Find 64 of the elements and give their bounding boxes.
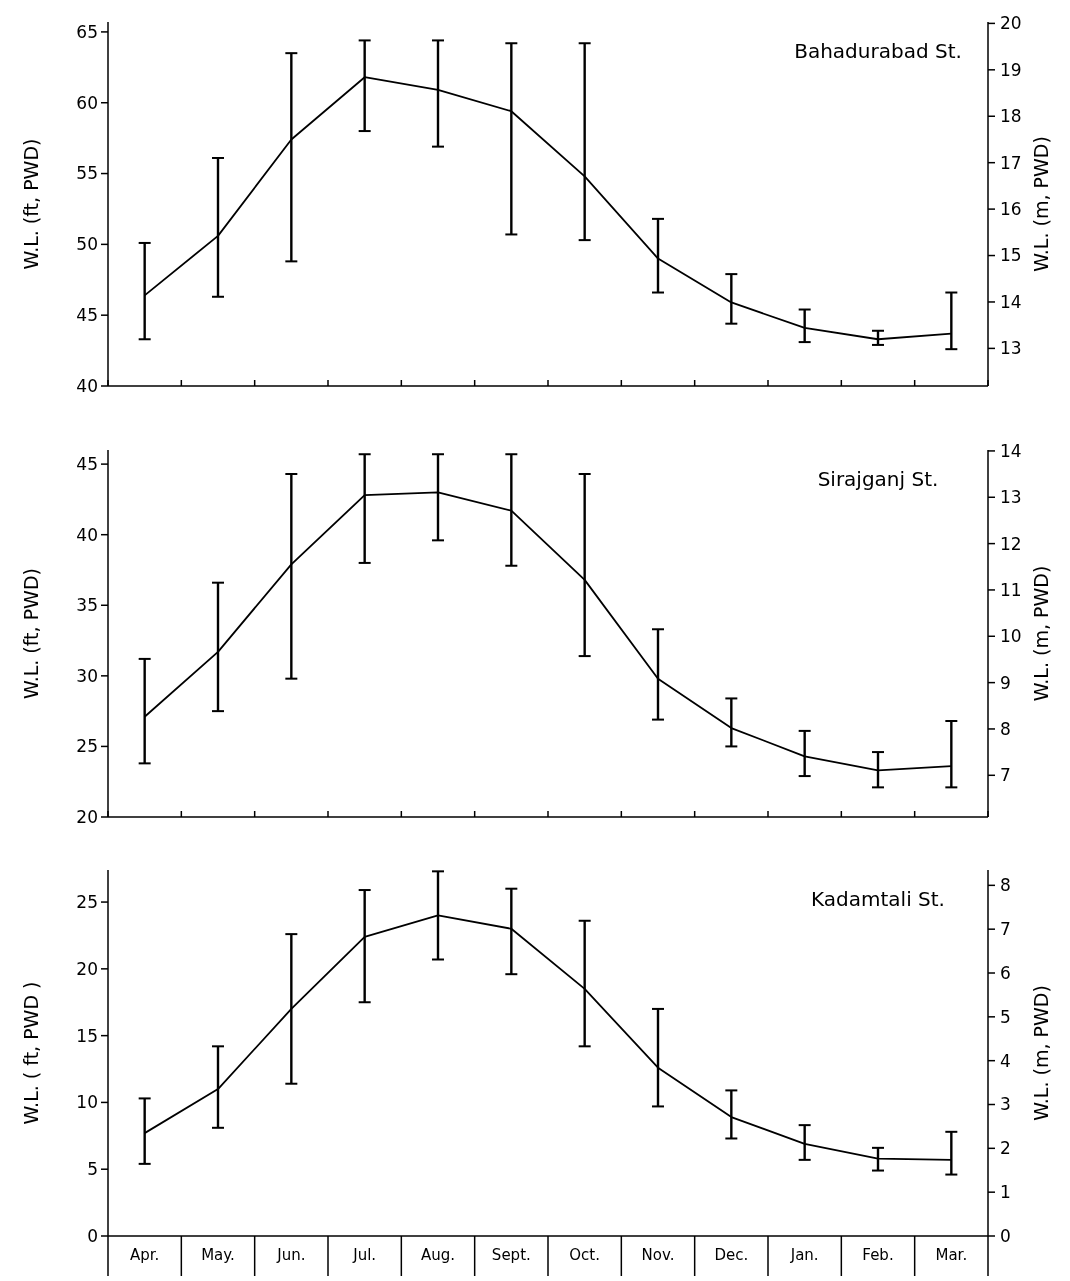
y2-tick-label: 15 bbox=[1000, 245, 1022, 266]
y2-tick-label: 2 bbox=[1000, 1138, 1011, 1159]
y2-tick-label: 12 bbox=[1000, 533, 1022, 554]
y2-tick-label: 8 bbox=[1000, 875, 1011, 896]
y-tick-label: 45 bbox=[76, 305, 98, 326]
x-tick-label: Oct. bbox=[569, 1246, 601, 1264]
y-tick-label: 55 bbox=[76, 163, 98, 184]
y-tick-label: 40 bbox=[76, 375, 98, 396]
y2-tick-label: 6 bbox=[1000, 962, 1011, 983]
y-tick-label: 40 bbox=[76, 524, 98, 545]
y-axis-title: W.L. (ft, PWD) bbox=[20, 138, 42, 270]
text: Bahadurabad St. bbox=[794, 39, 962, 63]
y2-tick-label: 5 bbox=[1000, 1006, 1011, 1027]
y-tick-label: 25 bbox=[76, 892, 98, 913]
y2-tick-label: 17 bbox=[1000, 152, 1022, 173]
text: Sirajganj St. bbox=[817, 467, 939, 491]
y2-tick-label: 4 bbox=[1000, 1050, 1011, 1071]
y2-tick-label: 8 bbox=[1000, 718, 1011, 739]
y-tick-label: 25 bbox=[76, 736, 98, 757]
x-tick-label: Nov. bbox=[641, 1246, 675, 1264]
y-tick-label: 20 bbox=[76, 806, 98, 827]
y2-axis-title: W.L. (m, PWD) bbox=[1030, 565, 1052, 702]
y2-tick-label: 14 bbox=[1000, 440, 1022, 461]
x-tick-label: Jul. bbox=[352, 1246, 377, 1264]
y2-tick-label: 10 bbox=[1000, 626, 1022, 647]
y2-tick-label: 11 bbox=[1000, 579, 1022, 600]
y-tick-label: 50 bbox=[76, 234, 98, 255]
x-tick-label: Jun. bbox=[276, 1246, 306, 1264]
x-tick-label: Feb. bbox=[862, 1246, 894, 1264]
y-tick-label: 65 bbox=[76, 21, 98, 42]
y-tick-label: 60 bbox=[76, 92, 98, 113]
x-tick-label: Apr. bbox=[129, 1246, 160, 1264]
y-tick-label: 15 bbox=[76, 1025, 98, 1046]
x-tick-label: May. bbox=[201, 1246, 235, 1264]
text: Kadamtali St. bbox=[811, 887, 945, 911]
y-tick-label: 35 bbox=[76, 595, 98, 616]
y2-tick-label: 16 bbox=[1000, 199, 1022, 220]
x-tick-label: Jan. bbox=[789, 1246, 819, 1264]
y-tick-label: 0 bbox=[87, 1225, 98, 1246]
y2-tick-label: 1 bbox=[1000, 1182, 1011, 1203]
y-tick-label: 45 bbox=[76, 454, 98, 475]
y-tick-label: 10 bbox=[76, 1092, 98, 1113]
y2-tick-label: 14 bbox=[1000, 291, 1022, 312]
y2-tick-label: 13 bbox=[1000, 338, 1022, 359]
y-tick-label: 20 bbox=[76, 958, 98, 979]
y2-axis-title: W.L. (m, PWD) bbox=[1030, 985, 1052, 1121]
y2-tick-label: 0 bbox=[1000, 1225, 1011, 1246]
y-tick-label: 5 bbox=[87, 1159, 98, 1180]
y2-tick-label: 20 bbox=[1000, 13, 1022, 34]
y-axis-title: W.L. ( ft, PWD ) bbox=[20, 981, 42, 1125]
y-tick-label: 30 bbox=[76, 665, 98, 686]
x-tick-label: Mar. bbox=[935, 1246, 968, 1264]
y2-tick-label: 13 bbox=[1000, 487, 1022, 508]
y2-tick-label: 7 bbox=[1000, 765, 1011, 786]
y2-tick-label: 3 bbox=[1000, 1094, 1011, 1115]
x-tick-label: Dec. bbox=[714, 1246, 749, 1264]
y2-tick-label: 9 bbox=[1000, 672, 1011, 693]
y2-axis-title: W.L. (m, PWD) bbox=[1030, 136, 1052, 272]
x-tick-label: Sept. bbox=[491, 1246, 531, 1264]
y2-tick-label: 19 bbox=[1000, 59, 1022, 80]
y-axis-title: W.L. (ft, PWD) bbox=[20, 568, 42, 699]
y2-tick-label: 7 bbox=[1000, 919, 1011, 940]
y2-tick-label: 18 bbox=[1000, 106, 1022, 127]
x-tick-label: Aug. bbox=[420, 1246, 456, 1264]
